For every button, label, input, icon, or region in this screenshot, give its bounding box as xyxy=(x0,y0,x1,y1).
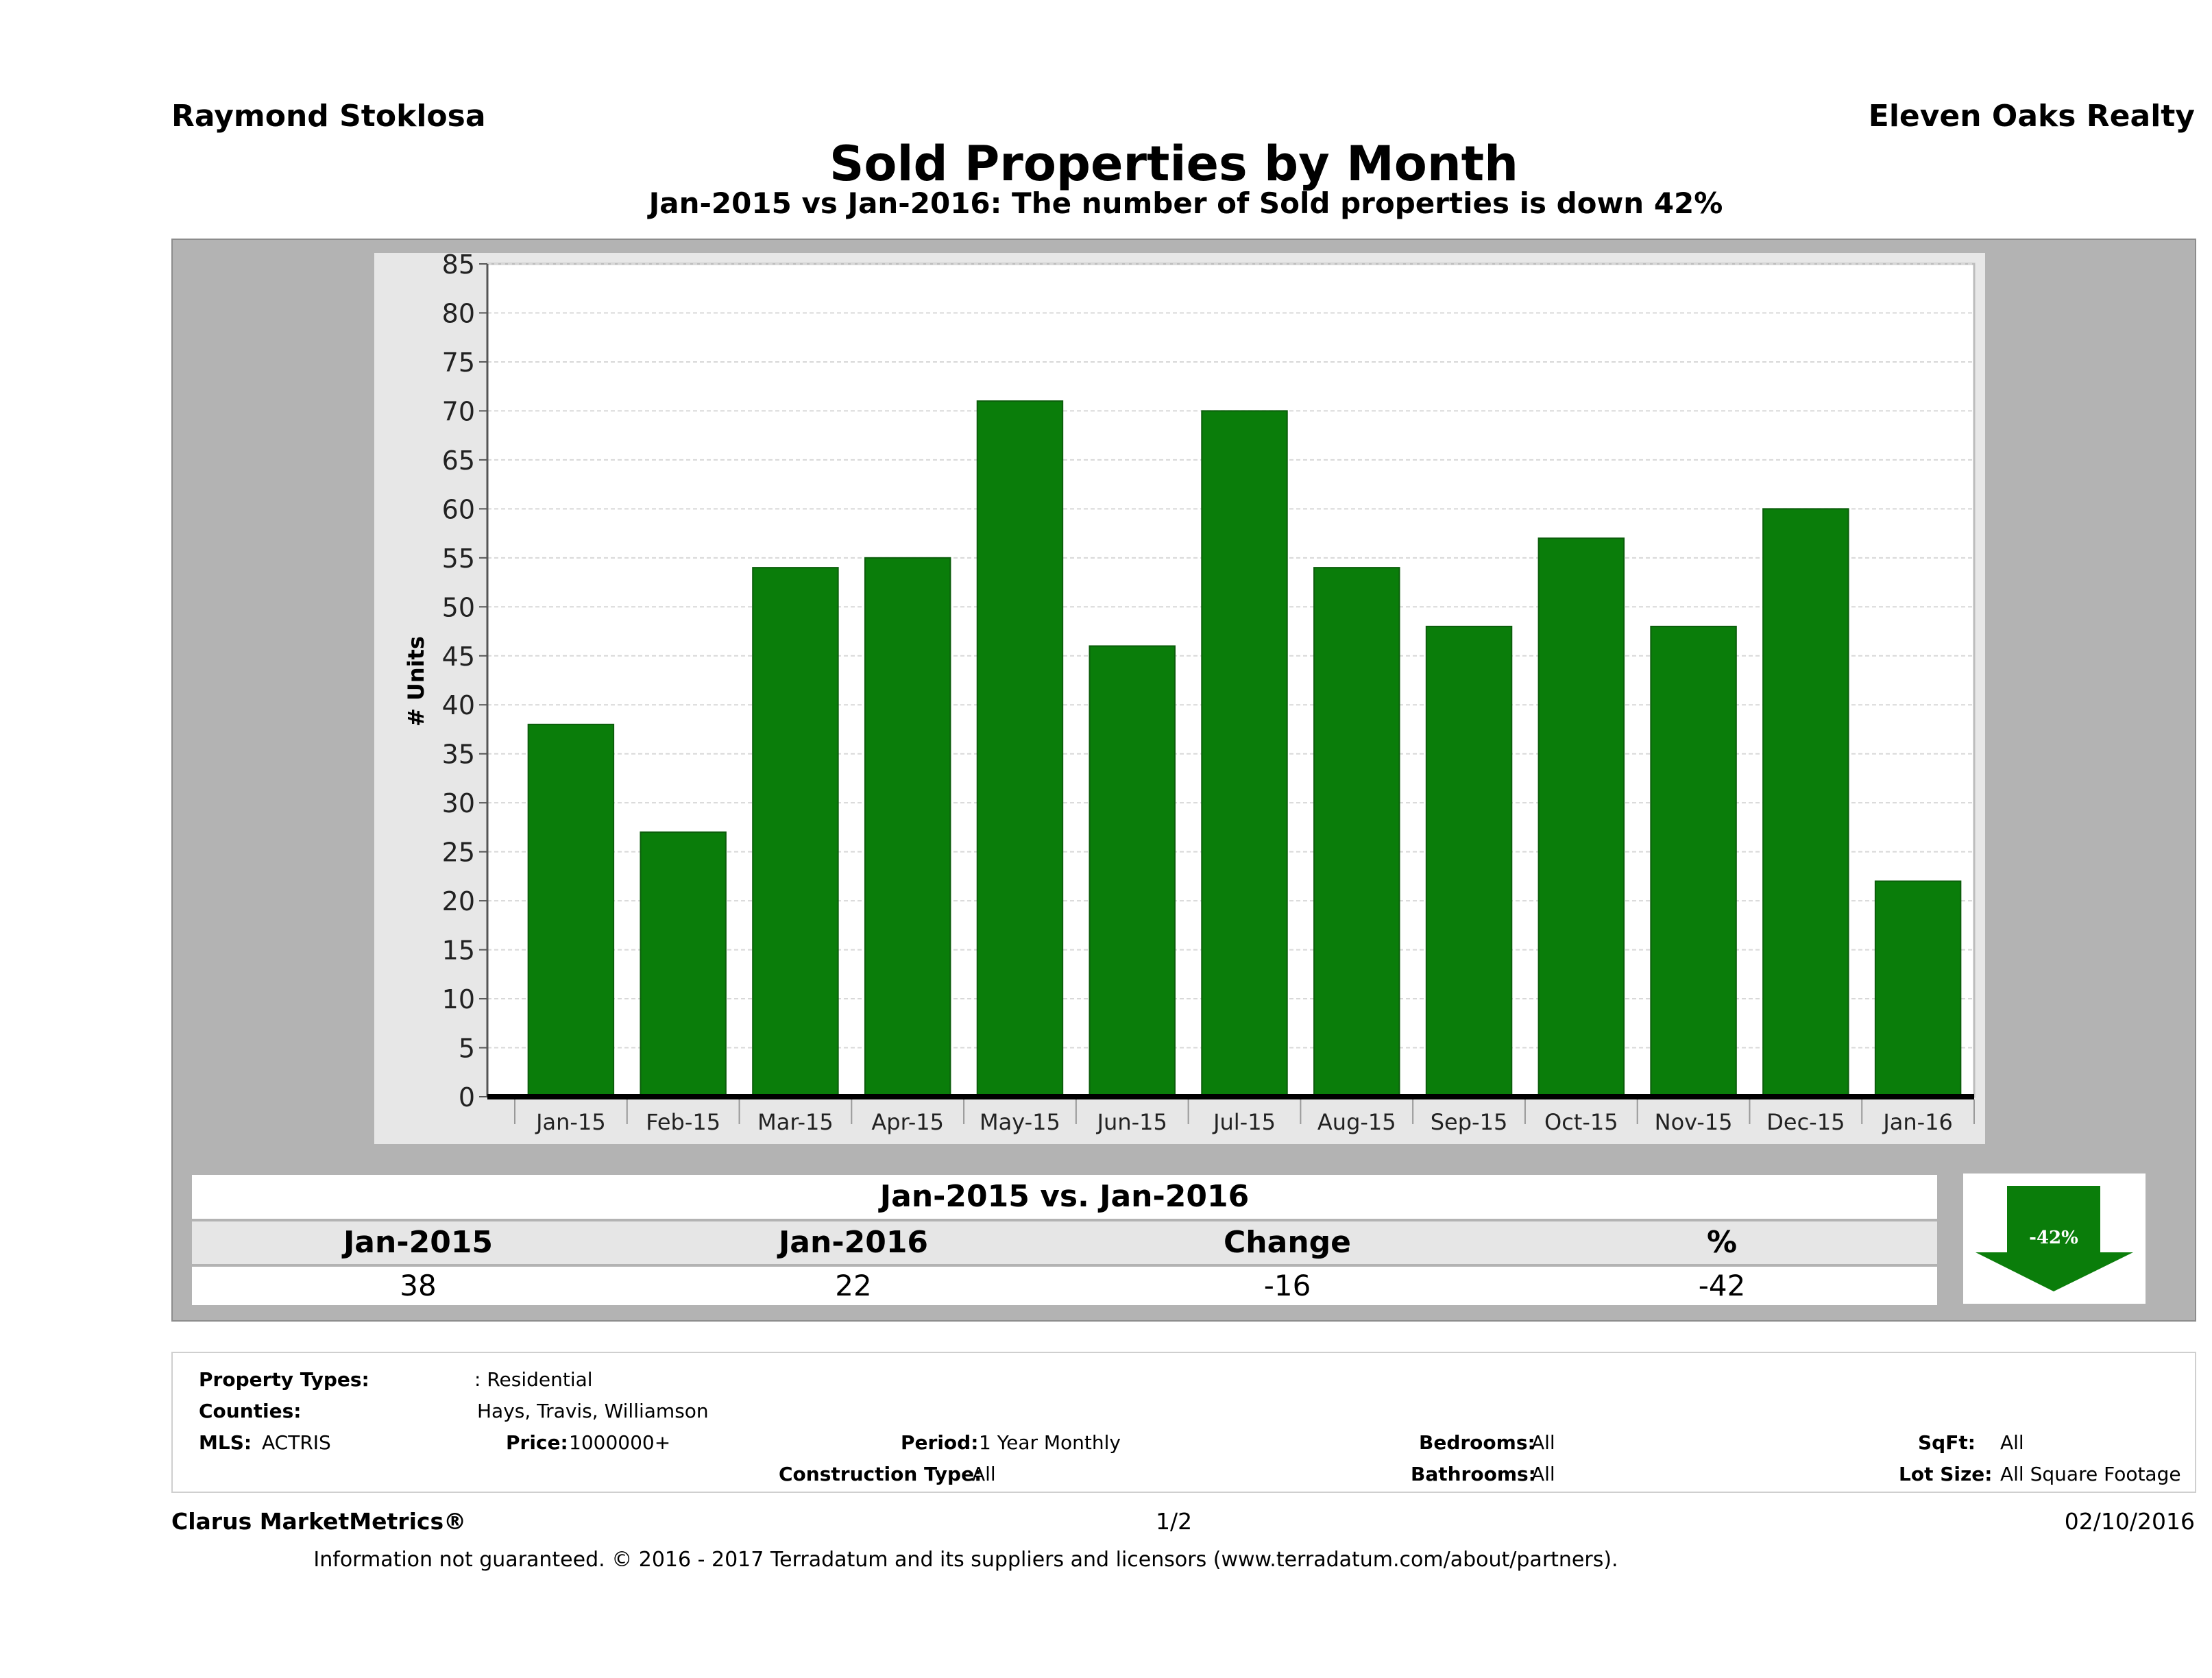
filter-label: Bathrooms: xyxy=(1411,1463,1536,1485)
filter-label: Lot Size: xyxy=(1899,1463,1993,1485)
axes: 0 5 10 15 20 25 30 35 40 45 50 55 60 65 70 75 80 85 Jan-15… xyxy=(442,253,1975,1135)
filter-criteria: Property Types: : Residential Counties: … xyxy=(171,1352,2196,1493)
filter-value: All xyxy=(1531,1431,1555,1454)
y-tick-label: 20 xyxy=(442,886,475,916)
y-tick-label: 25 xyxy=(442,838,475,868)
change-percent-label: -42% xyxy=(2029,1228,2078,1248)
bar xyxy=(864,557,951,1097)
filter-label: Price: xyxy=(506,1431,568,1454)
y-tick-label: 75 xyxy=(442,348,475,378)
filter-label: Construction Type: xyxy=(779,1463,982,1485)
filter-label: Counties: xyxy=(199,1400,302,1422)
chart-title: Sold Properties by Month xyxy=(829,136,1518,192)
y-tick-label: 70 xyxy=(442,396,475,426)
x-tick-label: Apr-15 xyxy=(871,1109,944,1135)
summary-table: Jan-2015 vs. Jan-2016 Jan-2015 Jan-2016 … xyxy=(184,1165,2158,1320)
bar xyxy=(976,400,1064,1097)
filter-value: Hays, Travis, Williamson xyxy=(477,1400,709,1422)
summary-header: % xyxy=(1706,1225,1738,1260)
company-name: Eleven Oaks Realty xyxy=(1868,99,2195,134)
bar xyxy=(1313,567,1400,1097)
y-tick-label: 55 xyxy=(442,544,475,574)
y-tick-label: 80 xyxy=(442,298,475,328)
filter-value: 1 Year Monthly xyxy=(979,1431,1121,1454)
summary-header-row: Jan-2015 Jan-2016 Change % xyxy=(192,1221,1937,1264)
y-tick-label: 30 xyxy=(442,788,475,818)
y-axis-label: # Units xyxy=(403,636,429,727)
page-number: 1/2 xyxy=(1156,1508,1193,1535)
x-tick-label: Mar-15 xyxy=(757,1109,834,1135)
change-indicator: -42% xyxy=(1963,1174,2146,1304)
bar xyxy=(1089,645,1176,1097)
summary-value: 22 xyxy=(835,1269,872,1302)
y-tick-label: 45 xyxy=(442,642,475,672)
y-tick-label: 15 xyxy=(442,936,475,966)
report-date: 02/10/2016 xyxy=(2064,1508,2195,1535)
filter-label: Period: xyxy=(901,1431,979,1454)
y-tick-label: 50 xyxy=(442,592,475,622)
bar xyxy=(1650,625,1737,1097)
filter-value: ACTRIS xyxy=(262,1431,331,1454)
summary-value: 38 xyxy=(400,1269,437,1302)
bar xyxy=(1538,537,1625,1097)
bar xyxy=(640,831,727,1097)
summary-value-row: 38 22 -16 -42 xyxy=(192,1267,1937,1305)
disclaimer: Information not guaranteed. © 2016 - 201… xyxy=(313,1548,1618,1572)
bar xyxy=(1762,508,1849,1097)
summary-header: Change xyxy=(1224,1225,1351,1260)
bar xyxy=(527,723,615,1097)
chart-area: 0 5 10 15 20 25 30 35 40 45 50 55 60 65 70 75 80 85 Jan-15… xyxy=(374,253,1985,1144)
x-tick-label: Jan-15 xyxy=(535,1109,606,1135)
bar xyxy=(1425,625,1513,1097)
bar xyxy=(752,567,839,1097)
filter-value: All Square Footage xyxy=(2000,1463,2181,1485)
filter-value: All xyxy=(1531,1463,1555,1485)
x-tick-label: Aug-15 xyxy=(1317,1109,1396,1135)
summary-value: -16 xyxy=(1263,1269,1311,1302)
summary-header: Jan-2015 xyxy=(343,1225,494,1260)
filter-value: All xyxy=(2000,1431,2024,1454)
x-tick-label: Dec-15 xyxy=(1766,1109,1845,1135)
footer-brand: Clarus MarketMetrics® xyxy=(171,1508,467,1535)
y-tick-label: 10 xyxy=(442,984,475,1014)
summary-title: Jan-2015 vs. Jan-2016 xyxy=(192,1175,1937,1219)
filter-label: SqFt: xyxy=(1918,1431,1976,1454)
filter-value: 1000000+ xyxy=(569,1431,671,1454)
x-tick-label: Jan-16 xyxy=(1882,1109,1953,1135)
x-tick-label: Nov-15 xyxy=(1655,1109,1733,1135)
bars xyxy=(527,400,1962,1098)
bar xyxy=(1201,410,1288,1098)
filter-label: Bedrooms: xyxy=(1419,1431,1535,1454)
chart-subtitle: Jan-2015 vs Jan-2016: The number of Sold… xyxy=(648,186,1723,220)
x-tick-label: Jul-15 xyxy=(1212,1109,1276,1135)
x-tick-label: Sep-15 xyxy=(1431,1109,1508,1135)
y-tick-label: 0 xyxy=(459,1082,475,1112)
bar-chart: 0 5 10 15 20 25 30 35 40 45 50 55 60 65 70 75 80 85 Jan-15… xyxy=(403,253,1976,1135)
y-tick-label: 60 xyxy=(442,494,475,524)
x-tick-label: May-15 xyxy=(980,1109,1060,1135)
y-tick-label: 85 xyxy=(442,253,475,280)
x-tick-label: Oct-15 xyxy=(1544,1109,1618,1135)
down-arrow-icon: -42% xyxy=(1976,1186,2133,1291)
summary-header: Jan-2016 xyxy=(778,1225,929,1260)
summary-value: -42 xyxy=(1698,1269,1746,1302)
y-tick-label: 5 xyxy=(459,1034,475,1064)
filter-value: : Residential xyxy=(474,1368,593,1391)
x-tick-label: Jun-15 xyxy=(1096,1109,1167,1135)
y-tick-label: 65 xyxy=(442,446,475,476)
filter-label: MLS: xyxy=(199,1431,252,1454)
y-tick-label: 40 xyxy=(442,690,475,720)
filter-value: All xyxy=(972,1463,996,1485)
agent-name: Raymond Stoklosa xyxy=(171,99,486,134)
bar xyxy=(1874,880,1962,1097)
x-tick-label: Feb-15 xyxy=(646,1109,720,1135)
y-tick-label: 35 xyxy=(442,740,475,770)
filter-label: Property Types: xyxy=(199,1368,369,1391)
